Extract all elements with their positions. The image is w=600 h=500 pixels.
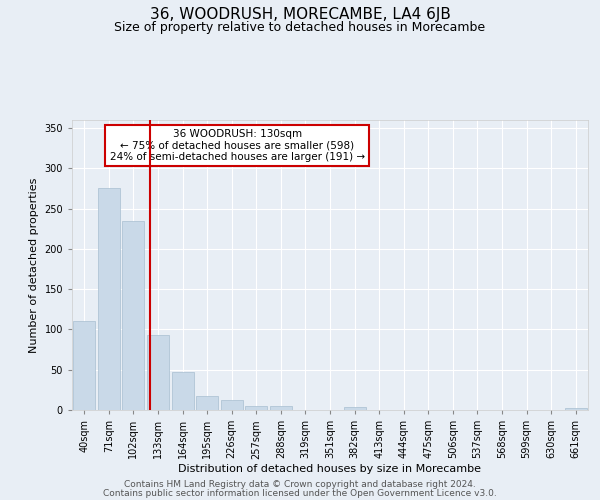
Bar (245, 406, 268, 410)
Text: Contains HM Land Registry data © Crown copyright and database right 2024.: Contains HM Land Registry data © Crown c… (124, 480, 476, 489)
Bar (73, 322, 95, 410)
Text: Size of property relative to detached houses in Morecambe: Size of property relative to detached ho… (115, 21, 485, 34)
Bar (147, 335, 169, 410)
Text: 36, WOODRUSH, MORECAMBE, LA4 6JB: 36, WOODRUSH, MORECAMBE, LA4 6JB (149, 8, 451, 22)
Bar (270, 406, 292, 410)
Bar (172, 372, 194, 410)
Y-axis label: Number of detached properties: Number of detached properties (29, 178, 39, 352)
Text: Contains public sector information licensed under the Open Government Licence v3: Contains public sector information licen… (103, 488, 497, 498)
Bar (98, 188, 120, 410)
Bar (196, 396, 218, 410)
Text: 36 WOODRUSH: 130sqm
← 75% of detached houses are smaller (598)
24% of semi-detac: 36 WOODRUSH: 130sqm ← 75% of detached ho… (110, 128, 365, 162)
Bar (344, 407, 365, 410)
Bar (565, 408, 587, 410)
Bar (122, 220, 145, 410)
Bar (221, 400, 243, 410)
X-axis label: Distribution of detached houses by size in Morecambe: Distribution of detached houses by size … (179, 464, 482, 474)
